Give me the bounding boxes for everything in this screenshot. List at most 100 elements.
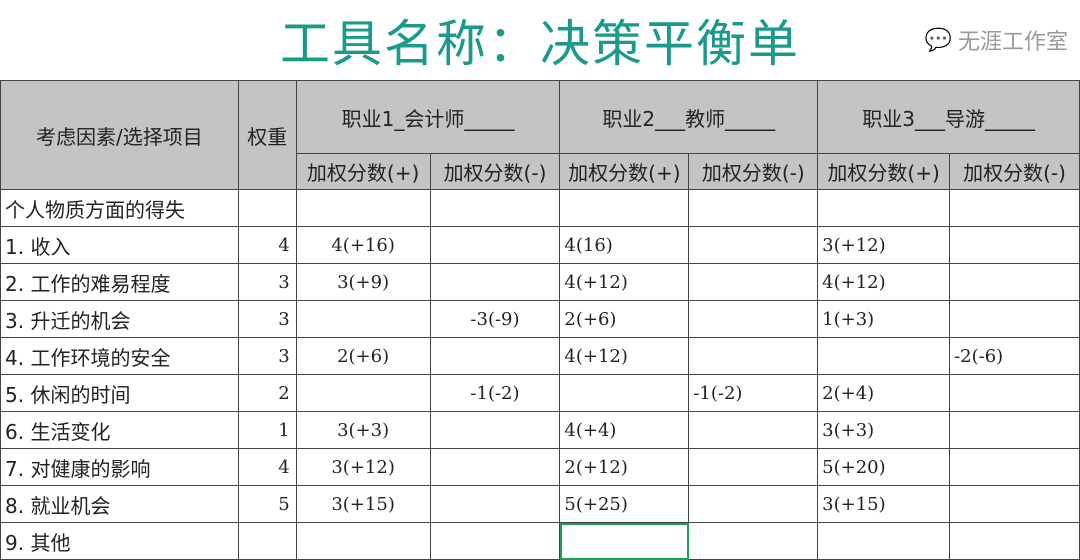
weight-cell[interactable]: 3 (237, 337, 297, 375)
score-cell[interactable]: 5(+20) (817, 448, 951, 486)
score-cell[interactable]: 2(+6) (559, 300, 690, 338)
score-cell[interactable] (688, 337, 819, 375)
score-cell[interactable]: 3(+12) (817, 226, 951, 264)
score-cell[interactable]: 2(+12) (559, 448, 690, 486)
score-plus-header[interactable]: 加权分数(+) (559, 153, 690, 190)
score-cell[interactable] (949, 448, 1080, 486)
score-minus-header[interactable]: 加权分数(-) (688, 153, 819, 190)
score-cell[interactable]: 3(+12) (295, 448, 431, 486)
score-plus-header[interactable]: 加权分数(+) (817, 153, 951, 190)
score-cell[interactable] (949, 411, 1080, 449)
score-cell[interactable]: -2(-6) (949, 337, 1080, 375)
score-cell[interactable] (295, 374, 431, 412)
score-cell[interactable]: 4(16) (559, 226, 690, 264)
score-cell[interactable] (688, 263, 819, 301)
score-cell[interactable] (429, 226, 561, 264)
score-minus-header[interactable]: 加权分数(-) (429, 153, 561, 190)
score-cell[interactable]: 4(+16) (295, 226, 431, 264)
factor-cell[interactable]: 1. 收入 (0, 226, 239, 264)
watermark-text: 无涯工作室 (957, 30, 1068, 55)
wechat-icon: 💬 (924, 27, 952, 53)
factor-cell[interactable]: 5. 休闲的时间 (0, 374, 239, 412)
weight-cell[interactable]: 5 (237, 485, 297, 523)
score-cell[interactable] (949, 189, 1080, 227)
weight-cell[interactable]: 2 (237, 374, 297, 412)
score-cell[interactable] (429, 485, 561, 523)
score-cell[interactable] (429, 263, 561, 301)
weight-cell[interactable]: 4 (237, 448, 297, 486)
score-cell[interactable] (949, 485, 1080, 523)
score-cell[interactable] (688, 226, 819, 264)
factor-cell[interactable]: 9. 其他 (0, 522, 239, 560)
career-2-header[interactable]: 职业2___教师_____ (559, 80, 819, 154)
factor-cell[interactable]: 2. 工作的难易程度 (0, 263, 239, 301)
weight-cell[interactable] (237, 189, 297, 227)
score-cell[interactable]: 3(+9) (295, 263, 431, 301)
score-cell[interactable] (429, 448, 561, 486)
score-cell[interactable] (429, 189, 561, 227)
score-cell[interactable]: -1(-2) (429, 374, 561, 412)
score-cell[interactable] (688, 448, 819, 486)
weight-cell[interactable]: 4 (237, 226, 297, 264)
career-3-header[interactable]: 职业3___导游_____ (817, 80, 1080, 154)
score-cell[interactable]: 2(+4) (817, 374, 951, 412)
score-minus-header[interactable]: 加权分数(-) (949, 153, 1080, 190)
score-cell[interactable] (817, 522, 951, 560)
score-cell[interactable]: 2(+6) (295, 337, 431, 375)
score-cell[interactable] (429, 337, 561, 375)
score-cell[interactable] (688, 300, 819, 338)
score-cell[interactable] (949, 300, 1080, 338)
weight-cell[interactable]: 3 (237, 300, 297, 338)
score-cell[interactable]: 4(+4) (559, 411, 690, 449)
score-cell[interactable] (688, 522, 819, 560)
score-cell[interactable] (688, 411, 819, 449)
score-cell[interactable] (429, 522, 561, 560)
factor-cell[interactable]: 7. 对健康的影响 (0, 448, 239, 486)
score-cell[interactable] (559, 522, 690, 560)
score-cell[interactable]: 3(+3) (817, 411, 951, 449)
score-plus-header[interactable]: 加权分数(+) (295, 153, 431, 190)
weight-cell[interactable] (237, 522, 297, 560)
weight-cell[interactable]: 3 (237, 263, 297, 301)
career-1-header[interactable]: 职业1_会计师_____ (295, 80, 561, 154)
score-cell[interactable] (688, 189, 819, 227)
score-cell[interactable]: 3(+15) (817, 485, 951, 523)
score-cell[interactable]: 4(+12) (559, 337, 690, 375)
score-cell[interactable] (817, 189, 951, 227)
score-cell[interactable] (295, 300, 431, 338)
score-cell[interactable]: -1(-2) (688, 374, 819, 412)
score-cell[interactable] (949, 263, 1080, 301)
score-cell[interactable]: 1(+3) (817, 300, 951, 338)
score-cell[interactable]: 3(+15) (295, 485, 431, 523)
weight-cell[interactable]: 1 (237, 411, 297, 449)
factor-cell[interactable]: 8. 就业机会 (0, 485, 239, 523)
score-cell[interactable] (295, 522, 431, 560)
score-cell[interactable] (559, 189, 690, 227)
factor-cell[interactable]: 个人物质方面的得失 (0, 189, 239, 227)
table-row: 7. 对健康的影响 4 3(+12) 2(+12) 5(+20) (0, 448, 1080, 486)
score-cell[interactable]: 5(+25) (559, 485, 690, 523)
factor-cell[interactable]: 4. 工作环境的安全 (0, 337, 239, 375)
weight-header[interactable]: 权重 (237, 80, 297, 190)
score-cell[interactable]: 4(+12) (817, 263, 951, 301)
table-row: 9. 其他 (0, 522, 1080, 560)
table-row: 6. 生活变化 1 3(+3) 4(+4) 3(+3) (0, 411, 1080, 449)
score-cell[interactable] (817, 337, 951, 375)
score-cell[interactable] (949, 522, 1080, 560)
score-cell[interactable] (429, 411, 561, 449)
factor-header[interactable]: 考虑因素/选择项目 (0, 80, 239, 190)
score-cell[interactable] (295, 189, 431, 227)
score-cell[interactable]: 4(+12) (559, 263, 690, 301)
score-cell[interactable] (949, 374, 1080, 412)
table-row: 个人物质方面的得失 (0, 189, 1080, 227)
score-cell[interactable]: -3(-9) (429, 300, 561, 338)
watermark: 💬 无涯工作室 (925, 24, 1068, 56)
factor-cell[interactable]: 6. 生活变化 (0, 411, 239, 449)
score-cell[interactable] (688, 485, 819, 523)
score-cell[interactable]: 3(+3) (295, 411, 431, 449)
table-row: 3. 升迁的机会 3 -3(-9) 2(+6) 1(+3) (0, 300, 1080, 338)
score-cell[interactable] (559, 374, 690, 412)
score-cell[interactable] (949, 226, 1080, 264)
table-row: 4. 工作环境的安全 3 2(+6) 4(+12) -2(-6) (0, 337, 1080, 375)
factor-cell[interactable]: 3. 升迁的机会 (0, 300, 239, 338)
